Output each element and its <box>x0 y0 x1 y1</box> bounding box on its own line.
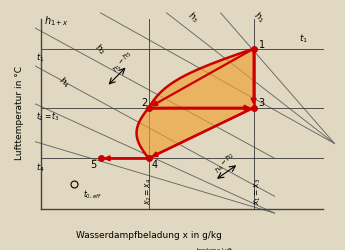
Text: Lufttemperatur in °C: Lufttemperatur in °C <box>15 66 24 159</box>
Text: 2: 2 <box>141 98 147 108</box>
Text: $_{\mathrm{trockene\ Luft}}$: $_{\mathrm{trockene\ Luft}}$ <box>196 245 233 250</box>
Text: $h_{1+x}$: $h_{1+x}$ <box>43 14 68 28</box>
Text: 1: 1 <box>259 40 265 50</box>
Text: 4: 4 <box>151 159 158 169</box>
Text: $t_2 = t_3$: $t_2 = t_3$ <box>36 110 60 123</box>
Text: $h_3$: $h_3$ <box>185 9 201 26</box>
Text: $t_1$: $t_1$ <box>36 52 45 64</box>
Text: $h_4 - h_2$: $h_4 - h_2$ <box>213 150 237 176</box>
Text: $h_1$: $h_1$ <box>250 9 267 26</box>
Text: $t_1$: $t_1$ <box>299 32 308 44</box>
Text: 3: 3 <box>258 98 265 108</box>
Polygon shape <box>137 50 254 159</box>
Text: $t_4$: $t_4$ <box>36 161 45 173</box>
Text: 5: 5 <box>90 159 96 169</box>
Text: Wasserdampfbeladung x in g/kg: Wasserdampfbeladung x in g/kg <box>76 230 221 239</box>
Text: $t_{0,eff}$: $t_{0,eff}$ <box>82 188 101 200</box>
Text: $h_1 - h_3$: $h_1 - h_3$ <box>111 48 135 75</box>
Text: $h_4$: $h_4$ <box>56 74 72 91</box>
Text: $h_2$: $h_2$ <box>91 40 108 57</box>
Text: $x_2 = x_4$: $x_2 = x_4$ <box>143 177 154 204</box>
Text: $x_1 = x_3$: $x_1 = x_3$ <box>253 177 263 204</box>
